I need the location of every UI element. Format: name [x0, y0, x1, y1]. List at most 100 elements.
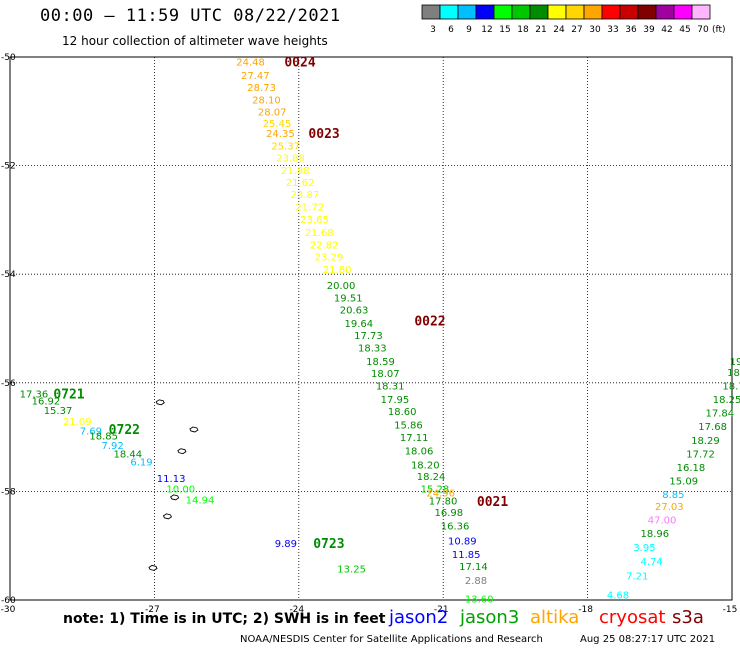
scale-tick-label: 24	[553, 25, 565, 35]
scale-swatch	[655, 4, 675, 20]
scale-swatch	[493, 4, 513, 20]
wave-height-value: 25.37	[271, 142, 300, 153]
wave-height-value: 16.92	[32, 397, 61, 408]
wave-height-value: 24.48	[236, 57, 265, 68]
scale-swatch	[673, 4, 693, 20]
wave-height-value: 17.95	[381, 395, 410, 406]
wave-height-value: 21.72	[295, 202, 324, 213]
wave-height-value: 21.09	[63, 417, 92, 428]
island-outlines	[148, 399, 199, 571]
wave-height-value: 19.64	[345, 319, 374, 330]
wave-height-value: 18.20	[411, 460, 440, 471]
longitude-tick-label: -15	[723, 605, 738, 615]
wave-height-value: 28.07	[258, 107, 287, 118]
map-gridlines: -30 -27 -24 -21 -18 -15 -50 -52 -54 -56 -58 -60	[1, 53, 738, 615]
wave-height-value: 21.80	[323, 265, 352, 276]
wave-height-value: 18.71	[722, 382, 740, 393]
wave-height-value: 16.36	[441, 522, 470, 533]
wave-height-value: 17.80	[429, 497, 458, 508]
wave-height-value: 28.73	[247, 83, 276, 94]
wave-height-value: 14.94	[186, 496, 215, 507]
satellite-legend-jason2: jason2	[389, 607, 449, 628]
scale-tick-label: 39	[643, 25, 655, 35]
track-time-label: 0022	[414, 314, 445, 329]
island-outline	[155, 399, 165, 406]
wave-height-value: 47.00	[648, 516, 677, 527]
wave-height-value: 23.29	[315, 252, 344, 263]
scale-swatch	[565, 4, 585, 20]
longitude-tick-label: -18	[578, 605, 593, 615]
wave-height-value: 18.33	[358, 344, 387, 355]
scale-tick-label: 18	[517, 25, 529, 35]
scale-tick-label: 21	[535, 25, 546, 35]
scale-swatch	[691, 4, 711, 20]
wave-height-value: 8.85	[662, 490, 684, 501]
wave-height-value: 4.68	[607, 591, 629, 602]
wave-height-value: 18.07	[371, 369, 400, 380]
scale-swatch	[637, 4, 657, 20]
scale-tick-label: 6	[448, 25, 454, 35]
scale-swatch	[457, 4, 477, 20]
color-scale-legend: 3 6 9 12 15 18 21 24 27 30 33 36 39 42 45 70 (ft)	[421, 4, 726, 35]
wave-height-value: 21.62	[286, 178, 315, 189]
latitude-tick-label: -58	[1, 487, 16, 497]
wave-height-value: 23.65	[300, 215, 329, 226]
latitude-tick-label: -60	[1, 596, 16, 606]
wave-height-value: 20.00	[327, 281, 356, 292]
wave-height-value: 23.88	[276, 153, 305, 164]
wave-height-value: 17.72	[686, 449, 715, 460]
wave-height-value: 11.85	[452, 550, 481, 561]
wave-height-value: 18.06	[405, 447, 434, 458]
latitude-tick-label: -50	[1, 53, 16, 63]
latitude-tick-label: -56	[1, 379, 16, 389]
wave-height-value: 3.95	[633, 543, 655, 554]
wave-height-value: 15.86	[394, 421, 423, 432]
scale-tick-label: 27	[571, 25, 582, 35]
wave-height-value: 18.5	[727, 368, 740, 379]
scale-tick-label: 9	[466, 25, 472, 35]
longitude-tick-label: -21	[434, 605, 449, 615]
wave-height-value: 28.10	[252, 95, 281, 106]
wave-height-value: 10.00	[166, 485, 195, 496]
map-border	[9, 56, 733, 601]
island-outline	[162, 513, 173, 520]
wave-height-value: 18.60	[388, 407, 417, 418]
island-outline	[189, 426, 199, 433]
scale-swatch	[475, 4, 495, 20]
wave-height-value: 18.96	[641, 529, 670, 540]
track-time-label: 0722	[109, 423, 140, 438]
wave-height-value: 21.88	[281, 166, 310, 177]
track-time-label: 0723	[313, 537, 344, 552]
scale-swatch	[583, 4, 603, 20]
scale-swatch	[421, 4, 441, 20]
wave-height-value: 18.44	[113, 449, 142, 460]
wave-height-value: 15.09	[669, 477, 698, 488]
wave-height-value: 21.68	[305, 228, 334, 239]
scale-unit-label: (ft)	[712, 25, 726, 35]
wave-height-value: 17.36	[20, 390, 49, 401]
longitude-tick-label: -30	[1, 605, 16, 615]
wave-height-value: 15.37	[44, 406, 73, 417]
track-time-label: 0023	[308, 127, 339, 142]
scale-tick-label: 15	[499, 25, 510, 35]
island-outline	[170, 494, 180, 501]
scale-tick-label: 36	[625, 25, 637, 35]
scale-swatch	[619, 4, 639, 20]
wave-height-value: 7.21	[626, 572, 648, 583]
wave-height-value: 17.73	[354, 331, 383, 342]
track-time-label: 0021	[477, 495, 508, 510]
wave-height-value: 18.25	[713, 395, 740, 406]
scale-swatch	[529, 4, 549, 20]
scale-tick-label: 45	[679, 25, 690, 35]
wave-height-value: 17.84	[706, 409, 735, 420]
satellite-legend-cryosat: cryosat	[599, 607, 666, 628]
generated-timestamp: Aug 25 08:27:17 UTC 2021	[580, 634, 716, 645]
page-subtitle: 12 hour collection of altimeter wave hei…	[62, 34, 328, 48]
wave-height-value: 9.89	[275, 539, 297, 550]
track-time-label: 0024	[284, 55, 315, 70]
scale-tick-label: 42	[661, 25, 672, 35]
track-time-label: 0721	[53, 388, 84, 403]
scale-swatch	[601, 4, 621, 20]
